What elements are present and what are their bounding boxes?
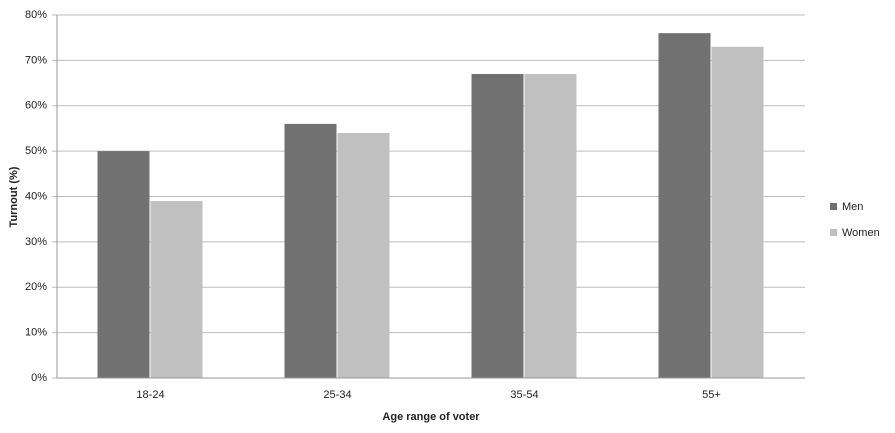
bar	[150, 201, 203, 378]
y-tick-label: 30%	[25, 236, 47, 248]
bar	[471, 73, 524, 379]
y-tick-label: 60%	[25, 100, 47, 112]
y-tick-label: 20%	[25, 281, 47, 293]
bar	[337, 132, 390, 378]
x-tick-label: 35-54	[510, 389, 538, 401]
x-tick-label: 25-34	[323, 389, 351, 401]
bar	[97, 151, 150, 378]
y-tick-label: 40%	[25, 190, 47, 202]
legend-swatch	[830, 229, 837, 236]
x-tick-label: 55+	[702, 389, 721, 401]
y-tick-label: 80%	[25, 9, 47, 21]
legend-swatch	[830, 203, 837, 210]
y-tick-label: 70%	[25, 54, 47, 66]
legend-label: Men	[842, 201, 863, 213]
bar	[524, 73, 577, 379]
y-tick-label: 10%	[25, 327, 47, 339]
bar	[284, 123, 337, 379]
x-axis-title: Age range of voter	[382, 411, 480, 423]
bar	[658, 33, 711, 379]
y-axis-title: Turnout (%)	[8, 166, 20, 227]
y-tick-label: 50%	[25, 145, 47, 157]
x-tick-label: 18-24	[136, 389, 164, 401]
legend-label: Women	[842, 227, 880, 239]
y-tick-label: 0%	[31, 372, 47, 384]
bar	[711, 46, 764, 378]
